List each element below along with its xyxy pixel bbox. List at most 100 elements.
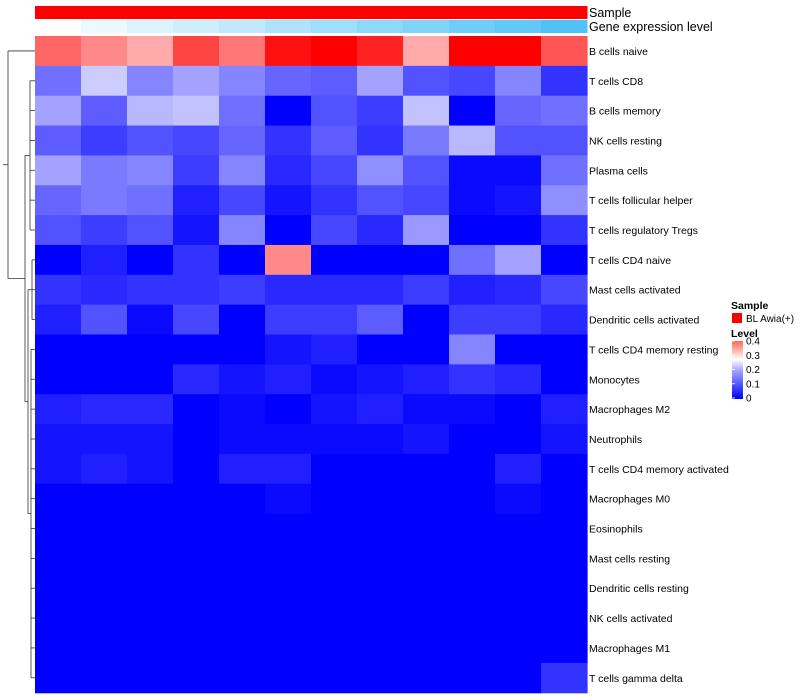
heatmap-cell (173, 573, 220, 604)
heatmap-cell (81, 543, 128, 574)
heatmap-cell (219, 65, 266, 97)
heatmap-cell (35, 573, 82, 604)
heatmap-cell (127, 364, 174, 395)
heatmap-cell (495, 573, 542, 604)
heatmap-cell (311, 65, 358, 97)
legend: Sample BL Awia(+) Level 0.4 0.3 0.2 0.1 0 (731, 300, 794, 405)
heatmap-cell (265, 633, 312, 664)
heatmap-cell (265, 483, 312, 515)
heatmap-cell (541, 304, 588, 336)
heatmap-cell (127, 65, 174, 97)
heatmap-cell (495, 453, 542, 485)
heatmap-cell (311, 274, 358, 306)
heatmap-cell (495, 274, 542, 306)
heatmap-cell (35, 424, 82, 455)
heatmap-cell (495, 543, 542, 574)
heatmap-cell (35, 155, 82, 186)
heatmap-cell (173, 215, 220, 246)
heatmap-cell (403, 603, 450, 634)
row-label: T cells CD4 naive (589, 255, 671, 267)
heatmap-cell (265, 304, 312, 336)
heatmap-cell (403, 215, 450, 246)
heatmap-cell (127, 185, 174, 216)
heatmap-cell (219, 633, 266, 664)
heatmap-cell (127, 483, 174, 515)
heatmap-cell (127, 334, 174, 365)
heatmap-cell (541, 334, 588, 365)
heatmap-cell (173, 424, 220, 455)
heatmap-cell (449, 36, 496, 67)
heatmap-cell (357, 573, 404, 604)
heatmap-cell (357, 304, 404, 336)
heatmap-cell (81, 603, 128, 634)
heatmap-cell (81, 364, 128, 395)
heatmap-cells (35, 36, 588, 694)
heatmap-cell (127, 603, 174, 634)
heatmap-cell (173, 513, 220, 545)
legend-tick-label: 0.2 (746, 365, 760, 376)
annotation-sample-cell (311, 6, 358, 19)
heatmap-cell (173, 364, 220, 395)
heatmap-cell (403, 185, 450, 216)
heatmap-cell (35, 95, 82, 127)
legend-sample-title: Sample (731, 300, 769, 312)
heatmap-cell (449, 364, 496, 395)
heatmap-cell (219, 662, 266, 694)
heatmap-cell (357, 215, 404, 246)
legend-tick-label: 0 (746, 394, 752, 405)
row-label: Macrophages M2 (589, 404, 670, 416)
heatmap-cell (173, 65, 220, 97)
heatmap-cell (403, 633, 450, 664)
heatmap-cell (403, 483, 450, 515)
heatmap-cell (541, 274, 588, 306)
legend-sample-swatch (732, 313, 742, 323)
heatmap-cell (495, 185, 542, 216)
heatmap-cell (173, 244, 220, 276)
row-label: Dendritic cells resting (589, 583, 689, 595)
heatmap-cell (541, 36, 588, 67)
heatmap-cell (219, 334, 266, 365)
heatmap-cell (219, 453, 266, 485)
heatmap-cell (495, 36, 542, 67)
row-label: B cells naive (589, 46, 648, 58)
heatmap-cell (173, 95, 220, 127)
heatmap-cell (495, 603, 542, 634)
heatmap-cell (449, 453, 496, 485)
heatmap-cell (449, 334, 496, 365)
heatmap-cell (357, 453, 404, 485)
heatmap-cell (449, 662, 496, 694)
row-label: T cells follicular helper (589, 195, 693, 207)
heatmap-cell (173, 36, 220, 67)
heatmap-cell (265, 513, 312, 545)
heatmap-cell (495, 633, 542, 664)
heatmap-cell (449, 304, 496, 336)
heatmap-cell (495, 155, 542, 186)
annotation-expression-cell (495, 20, 542, 33)
heatmap-cell (265, 543, 312, 574)
heatmap-cell (219, 36, 266, 67)
row-label: Plasma cells (589, 165, 648, 177)
heatmap-cell (81, 304, 128, 336)
heatmap-cell (35, 185, 82, 216)
heatmap-cell (35, 274, 82, 306)
heatmap-cell (81, 633, 128, 664)
heatmap-cell (541, 95, 588, 127)
heatmap-cell (541, 543, 588, 574)
heatmap-cell (81, 95, 128, 127)
heatmap-cell (35, 394, 82, 425)
heatmap-cell (495, 65, 542, 97)
annotation-expression-cell (449, 20, 496, 33)
heatmap-cell (173, 155, 220, 186)
heatmap-cell (449, 125, 496, 156)
heatmap-cell (219, 394, 266, 425)
heatmap-cell (127, 155, 174, 186)
heatmap-cell (541, 513, 588, 545)
heatmap-cell (35, 215, 82, 246)
heatmap-cell (265, 215, 312, 246)
heatmap-cell (265, 334, 312, 365)
heatmap-cell (219, 185, 266, 216)
heatmap-cell (403, 513, 450, 545)
heatmap-cell (357, 603, 404, 634)
heatmap-cell (357, 394, 404, 425)
